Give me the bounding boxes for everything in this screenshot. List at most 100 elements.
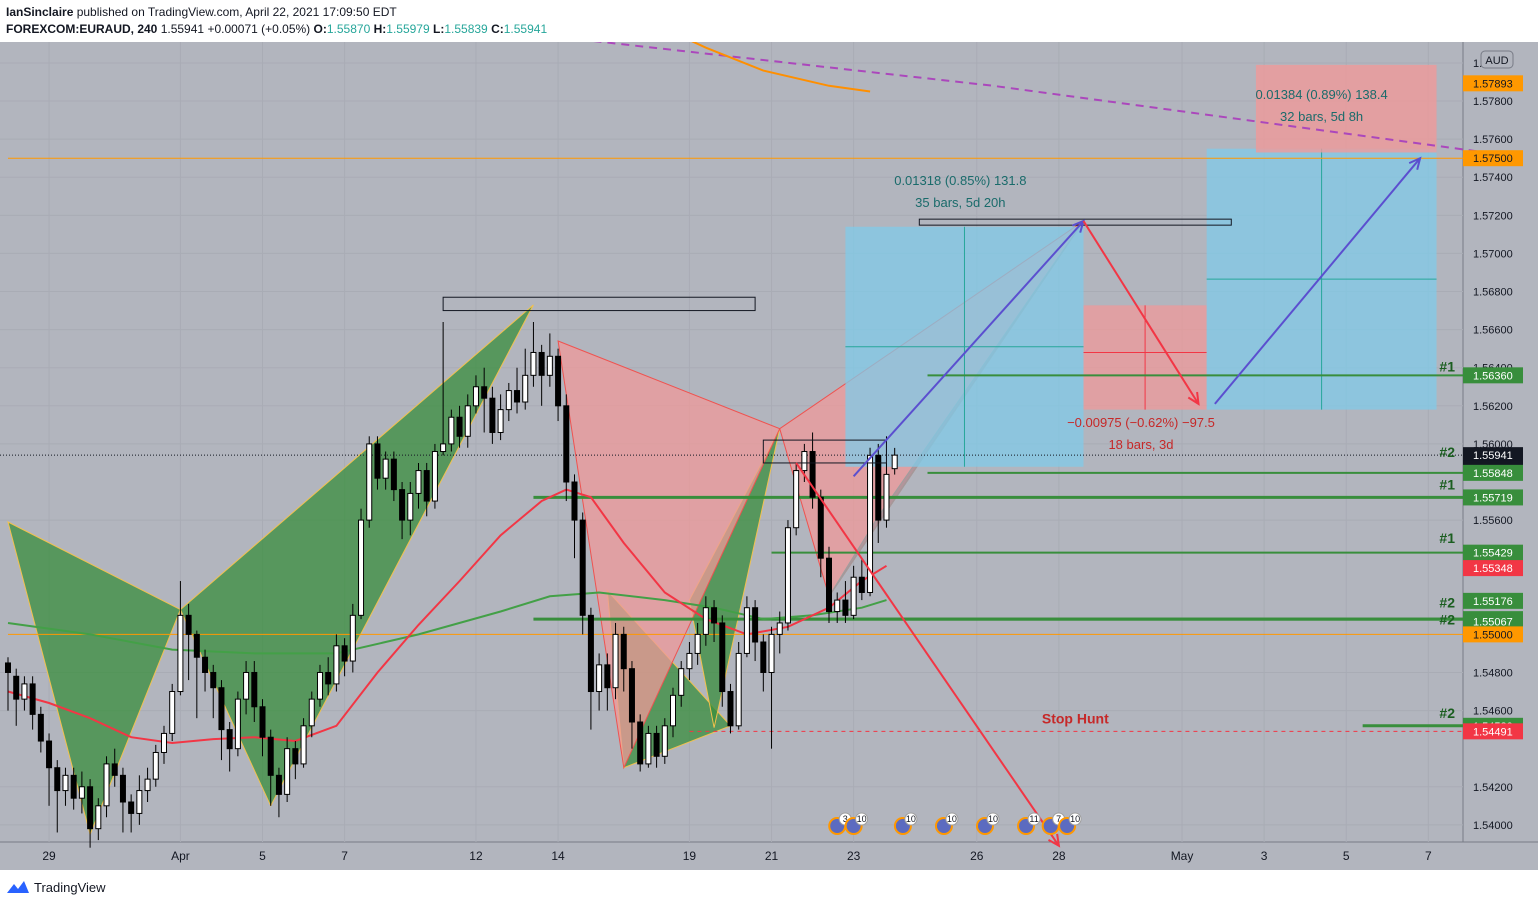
price-chart[interactable]: Stop Hunt 0.01318 (0.85%) 131.8 35 bars, 5… [0, 42, 1538, 870]
candle-body[interactable] [867, 454, 874, 593]
candle-body[interactable] [374, 443, 381, 479]
candle-body[interactable] [284, 748, 291, 795]
candle-body[interactable] [883, 473, 890, 521]
candle-body[interactable] [358, 519, 365, 616]
candle-body[interactable] [604, 664, 611, 689]
candle-body[interactable] [144, 778, 151, 792]
candle-body[interactable] [210, 671, 217, 689]
candle-body[interactable] [160, 732, 167, 753]
candle-body[interactable] [218, 687, 225, 731]
candle-body[interactable] [809, 451, 816, 498]
arrow-line[interactable] [1214, 157, 1421, 405]
candle-body[interactable] [711, 607, 718, 624]
candle-body[interactable] [686, 652, 693, 670]
candle-body[interactable] [226, 729, 233, 750]
candle-body[interactable] [46, 740, 53, 769]
candle-body[interactable] [185, 614, 192, 635]
rectangle-drawing[interactable] [442, 296, 756, 312]
candle-body[interactable] [407, 492, 414, 521]
candle-body[interactable] [497, 409, 504, 433]
candle-body[interactable] [464, 405, 471, 437]
candle-body[interactable] [694, 633, 701, 654]
candle-body[interactable] [423, 470, 430, 502]
candle-body[interactable] [850, 576, 857, 616]
candle-body[interactable] [177, 614, 184, 693]
candle-body[interactable] [448, 416, 455, 445]
candle-body[interactable] [21, 683, 28, 700]
candle-body[interactable] [505, 390, 512, 411]
candle-body[interactable] [29, 683, 36, 715]
candle-body[interactable] [415, 470, 422, 494]
candle-body[interactable] [817, 496, 824, 559]
candle-body[interactable] [522, 374, 529, 403]
candle-body[interactable] [637, 721, 644, 765]
candle-body[interactable] [243, 671, 250, 700]
candle-body[interactable] [234, 698, 241, 750]
candle-body[interactable] [776, 622, 783, 635]
candle-body[interactable] [670, 694, 677, 727]
candle-body[interactable] [267, 736, 274, 776]
candle-body[interactable] [325, 671, 332, 685]
candle-body[interactable] [760, 641, 767, 673]
candle-body[interactable] [653, 732, 660, 757]
tradingview-logo[interactable]: TradingView [6, 879, 106, 895]
candle-body[interactable] [316, 671, 323, 700]
candle-body[interactable] [308, 698, 315, 727]
candle-body[interactable] [128, 801, 135, 814]
candle-body[interactable] [858, 576, 865, 593]
candle-body[interactable] [472, 386, 479, 407]
candle-body[interactable] [136, 790, 143, 814]
candle-body[interactable] [78, 786, 85, 799]
candle-body[interactable] [555, 355, 562, 407]
candle-body[interactable] [259, 706, 266, 738]
candle-body[interactable] [251, 671, 258, 708]
candle-body[interactable] [743, 607, 750, 654]
candle-body[interactable] [661, 725, 668, 757]
candle-body[interactable] [70, 774, 77, 799]
candle-body[interactable] [768, 633, 775, 673]
candle-body[interactable] [628, 668, 635, 723]
candle-body[interactable] [341, 645, 348, 662]
candle-body[interactable] [719, 622, 726, 693]
candle-body[interactable] [54, 767, 61, 792]
candle-body[interactable] [891, 454, 898, 470]
candle-body[interactable] [103, 763, 110, 807]
candle-body[interactable] [169, 691, 176, 734]
candle-body[interactable] [292, 748, 299, 765]
candle-body[interactable] [801, 451, 808, 472]
candle-body[interactable] [95, 805, 102, 830]
candle-body[interactable] [784, 527, 791, 624]
candle-body[interactable] [563, 405, 570, 483]
candle-body[interactable] [399, 489, 406, 521]
candle-body[interactable] [119, 774, 126, 803]
time-scale[interactable] [0, 843, 1463, 870]
candle-body[interactable] [571, 481, 578, 521]
arrow-line[interactable] [852, 220, 1085, 477]
candle-body[interactable] [735, 652, 742, 727]
candle-body[interactable] [826, 557, 832, 613]
candle-body[interactable] [440, 443, 447, 453]
candle-body[interactable] [111, 763, 118, 776]
rectangle-drawing[interactable] [762, 439, 887, 464]
candle-body[interactable] [382, 458, 389, 479]
candle-body[interactable] [727, 691, 734, 727]
candle-body[interactable] [366, 443, 373, 521]
candle-body[interactable] [645, 732, 652, 765]
candle-body[interactable] [275, 774, 282, 795]
candle-body[interactable] [13, 675, 20, 700]
candle-body[interactable] [875, 454, 882, 521]
candle-body[interactable] [333, 645, 340, 685]
candle-body[interactable] [152, 751, 159, 780]
candle-body[interactable] [752, 607, 759, 643]
candle-body[interactable] [300, 725, 307, 765]
candle-body[interactable] [349, 614, 356, 662]
candle-body[interactable] [37, 713, 44, 742]
candle-body[interactable] [579, 519, 586, 616]
candle-body[interactable] [62, 774, 69, 792]
candle-body[interactable] [456, 416, 463, 437]
candle-body[interactable] [546, 355, 553, 376]
candle-body[interactable] [620, 633, 627, 670]
candle-body[interactable] [678, 668, 685, 696]
candle-body[interactable] [481, 386, 488, 399]
candle-body[interactable] [702, 607, 709, 635]
